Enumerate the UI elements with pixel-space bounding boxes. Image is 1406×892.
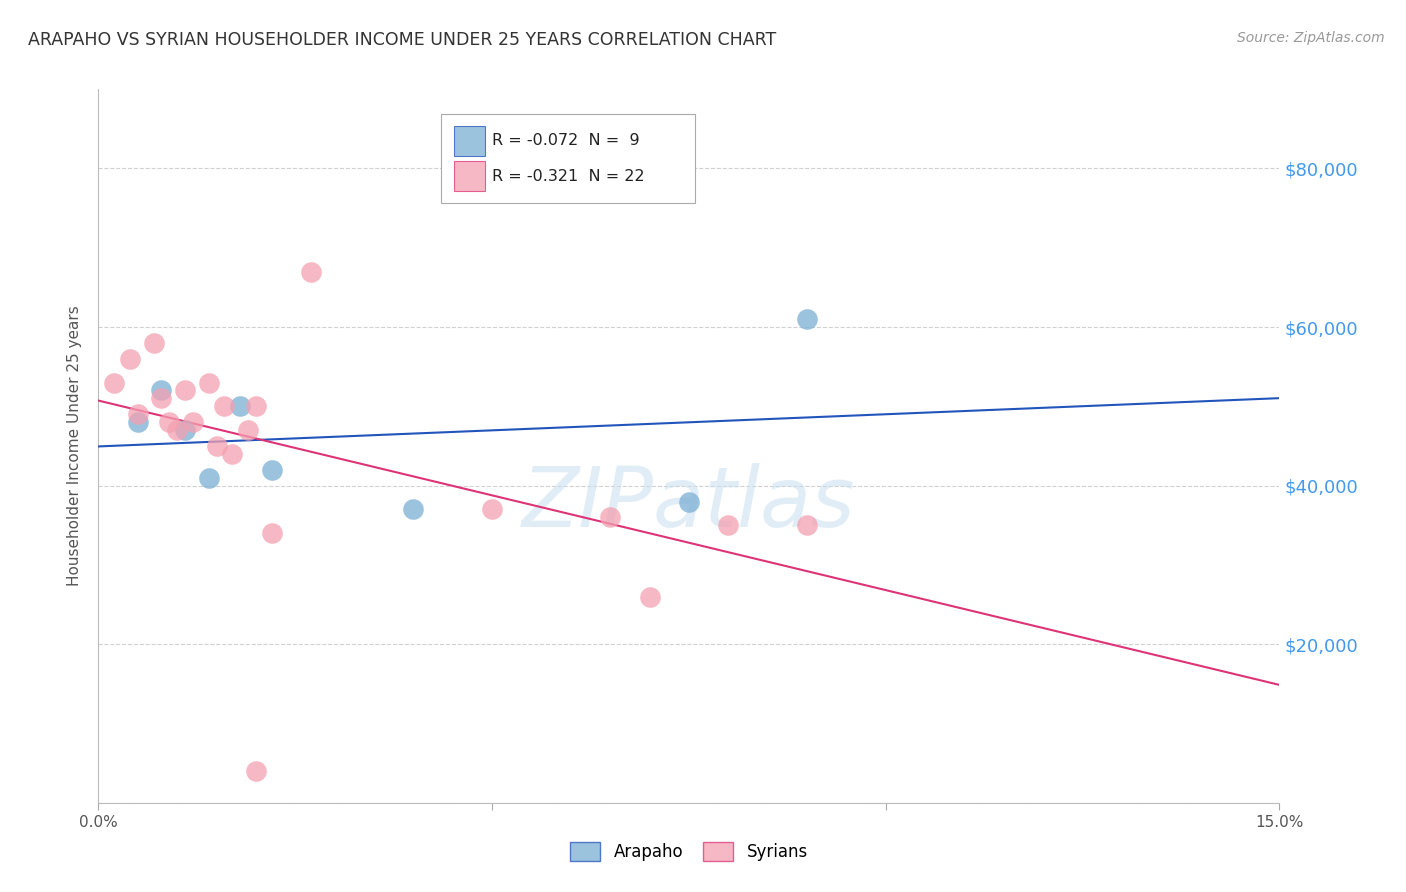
Point <box>174 423 197 437</box>
Point <box>166 423 188 437</box>
Point <box>796 312 818 326</box>
Point <box>299 264 322 278</box>
Point <box>118 351 141 366</box>
Text: ARAPAHO VS SYRIAN HOUSEHOLDER INCOME UNDER 25 YEARS CORRELATION CHART: ARAPAHO VS SYRIAN HOUSEHOLDER INCOME UND… <box>28 31 776 49</box>
Point <box>127 415 149 429</box>
Point <box>638 590 661 604</box>
FancyBboxPatch shape <box>454 161 485 191</box>
Text: ZIPatlas: ZIPatlas <box>522 463 856 543</box>
Point <box>678 494 700 508</box>
Point <box>236 423 259 437</box>
Point <box>174 384 197 398</box>
Text: R = -0.321  N = 22: R = -0.321 N = 22 <box>492 169 644 184</box>
Point <box>481 502 503 516</box>
FancyBboxPatch shape <box>454 126 485 155</box>
Point <box>229 400 252 414</box>
Point <box>150 392 173 406</box>
Legend: Arapaho, Syrians: Arapaho, Syrians <box>565 837 813 866</box>
Y-axis label: Householder Income Under 25 years: Householder Income Under 25 years <box>67 306 83 586</box>
Point <box>796 518 818 533</box>
Point <box>142 335 165 350</box>
Point <box>717 518 740 533</box>
Point <box>157 415 180 429</box>
Text: Source: ZipAtlas.com: Source: ZipAtlas.com <box>1237 31 1385 45</box>
Point <box>221 447 243 461</box>
Point <box>197 471 219 485</box>
Point <box>245 764 267 778</box>
Point <box>402 502 425 516</box>
Point <box>150 384 173 398</box>
Point <box>205 439 228 453</box>
Point <box>245 400 267 414</box>
Text: R = -0.072  N =  9: R = -0.072 N = 9 <box>492 133 640 148</box>
Point <box>599 510 621 524</box>
Point <box>260 463 283 477</box>
Point <box>214 400 236 414</box>
Point <box>260 526 283 541</box>
Point <box>181 415 204 429</box>
Point <box>103 376 125 390</box>
Point <box>197 376 219 390</box>
Point <box>127 407 149 421</box>
FancyBboxPatch shape <box>441 114 695 203</box>
